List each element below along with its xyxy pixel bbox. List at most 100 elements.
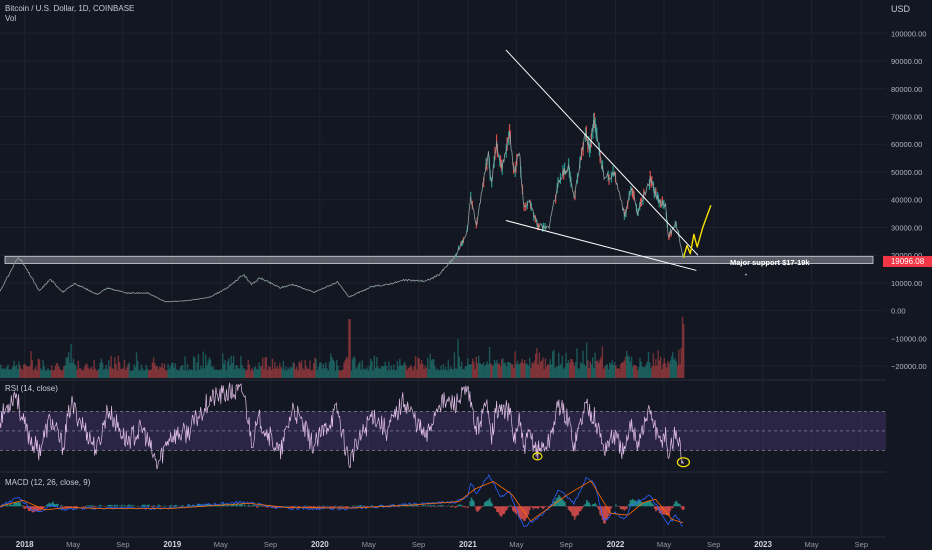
volume-bar bbox=[207, 360, 209, 378]
volume-bar bbox=[480, 364, 482, 378]
volume-bar bbox=[383, 365, 385, 378]
volume-bar bbox=[208, 357, 211, 378]
macd-histogram-bar bbox=[518, 506, 520, 517]
macd-histogram-bar bbox=[424, 505, 427, 507]
macd-histogram-bar bbox=[175, 505, 178, 507]
macd-histogram-bar bbox=[289, 506, 292, 507]
volume-bar bbox=[332, 359, 334, 378]
volume-bar bbox=[606, 364, 608, 378]
volume-bar bbox=[20, 368, 23, 378]
volume-bar bbox=[589, 361, 591, 378]
volume-bar bbox=[389, 370, 391, 378]
volume-bar bbox=[384, 361, 386, 378]
rsi-highlight-circle[interactable] bbox=[676, 457, 691, 468]
volume-bar bbox=[578, 368, 581, 378]
volume-bar bbox=[473, 361, 475, 378]
volume-bar bbox=[58, 366, 60, 378]
volume-bar bbox=[537, 364, 539, 378]
macd-histogram-bar bbox=[36, 506, 38, 512]
price-axis[interactable]: −20000.00 −10000.00 0.00 10000.00 20000.00 30… bbox=[886, 0, 932, 550]
volume-bar bbox=[288, 368, 291, 378]
macd-histogram-bar bbox=[389, 506, 392, 508]
time-axis-tick: Sep bbox=[412, 540, 425, 549]
macd-histogram-bar bbox=[379, 505, 382, 507]
volume-bar bbox=[363, 368, 366, 378]
volume-bar bbox=[621, 362, 623, 378]
volume-bar bbox=[590, 364, 593, 378]
trendline-drawings[interactable] bbox=[505, 49, 747, 276]
volume-bar bbox=[514, 351, 516, 378]
macd-histogram-bar bbox=[371, 505, 373, 507]
macd-signal-line[interactable] bbox=[0, 480, 684, 524]
volume-bar bbox=[282, 360, 285, 378]
volume-bar bbox=[378, 368, 380, 378]
macd-histogram-bar bbox=[29, 506, 31, 512]
price-line[interactable] bbox=[0, 120, 684, 303]
volume-bar bbox=[115, 363, 117, 378]
macd-histogram-bar bbox=[417, 506, 419, 507]
macd-histogram-bar bbox=[515, 506, 518, 515]
price-axis-tick: 80000.00 bbox=[891, 85, 922, 94]
macd-histogram-bar bbox=[107, 505, 110, 507]
volume-bar bbox=[219, 369, 221, 378]
volume-bar bbox=[627, 355, 629, 378]
macd-histogram-bar bbox=[356, 505, 359, 507]
volume-bar bbox=[94, 368, 97, 378]
volume-bar bbox=[178, 370, 180, 378]
last-price-badge: 19096.08 bbox=[883, 256, 932, 267]
macd-histogram-bar bbox=[158, 505, 161, 507]
volume-bar bbox=[395, 370, 397, 378]
macd-histogram-bar bbox=[454, 506, 457, 508]
volume-bar bbox=[548, 364, 550, 378]
volume-bar bbox=[294, 369, 297, 378]
rsi-line[interactable] bbox=[0, 382, 684, 470]
support-zone bbox=[4, 255, 874, 264]
volume-bar bbox=[601, 346, 604, 378]
macd-histogram-bar bbox=[148, 504, 150, 507]
volume-bar bbox=[355, 368, 357, 378]
volume-bar bbox=[328, 362, 331, 378]
macd-histogram-bar bbox=[93, 505, 96, 507]
price-series[interactable] bbox=[0, 112, 684, 303]
rsi-highlight-circle[interactable] bbox=[532, 452, 543, 461]
support-trendline[interactable] bbox=[505, 220, 697, 271]
macd-histogram-bar bbox=[530, 506, 532, 508]
macd-histogram-bar bbox=[527, 506, 530, 515]
volume-bar bbox=[482, 362, 485, 378]
volume-bar bbox=[659, 357, 662, 378]
macd-histogram-bar bbox=[360, 505, 362, 507]
volume-bar bbox=[141, 368, 144, 378]
macd-histogram-bar bbox=[589, 504, 592, 507]
volume-bar bbox=[418, 358, 420, 378]
macd-histogram-bar bbox=[661, 506, 663, 514]
volume-bar bbox=[492, 365, 494, 378]
projection-path[interactable] bbox=[682, 205, 712, 258]
macd-histogram-bar bbox=[92, 506, 94, 508]
time-axis-tick: May bbox=[66, 540, 80, 549]
volume-bar bbox=[649, 362, 651, 378]
volume-bar bbox=[547, 363, 549, 378]
macd-histogram-bar bbox=[252, 504, 254, 507]
volume-bar bbox=[223, 363, 225, 378]
volume-bar bbox=[86, 363, 88, 378]
time-axis[interactable]: 2018 May Sep 2019 May Sep 2020 May Sep 2021 May Sep… bbox=[16, 540, 868, 549]
macd-histogram-bar bbox=[31, 506, 34, 513]
volume-bar bbox=[527, 365, 530, 378]
volume-bar bbox=[106, 369, 109, 378]
macd-histogram-bar bbox=[15, 501, 18, 507]
volume-bar bbox=[414, 356, 417, 378]
volume-bar bbox=[399, 358, 401, 378]
volume-bar bbox=[510, 363, 513, 378]
volume-bar bbox=[306, 368, 309, 378]
macd-histogram-bar bbox=[477, 506, 480, 511]
macd-histogram-bar bbox=[486, 500, 489, 507]
resistance-trendline[interactable] bbox=[505, 49, 699, 256]
volume-bar bbox=[596, 360, 599, 378]
support-band[interactable] bbox=[4, 255, 874, 264]
macd-histogram-bar bbox=[217, 505, 219, 507]
macd-histogram-bar bbox=[670, 506, 673, 508]
volume-bar bbox=[542, 357, 544, 378]
volume-bar bbox=[543, 369, 545, 378]
